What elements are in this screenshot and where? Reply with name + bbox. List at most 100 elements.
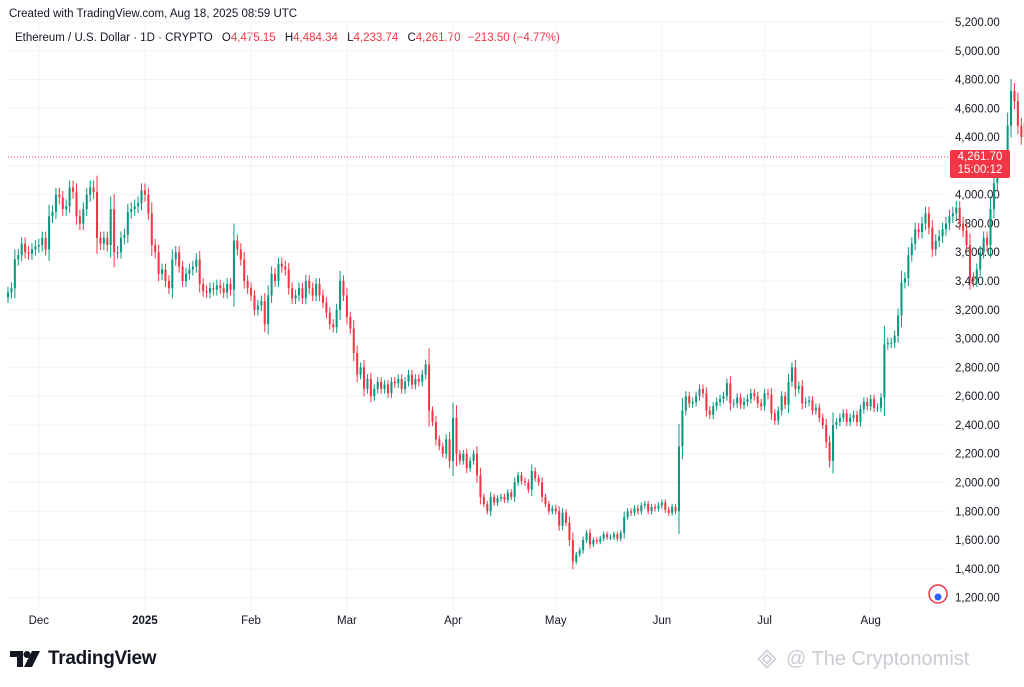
candle-body xyxy=(951,213,954,217)
candle-body xyxy=(722,396,725,400)
candle-body xyxy=(777,410,780,421)
candle-body xyxy=(633,508,636,513)
candle-body xyxy=(161,269,164,274)
candle-body xyxy=(363,367,366,389)
candle-body xyxy=(742,401,746,405)
candle-body xyxy=(979,252,982,270)
candle-body xyxy=(297,288,301,296)
candle-body xyxy=(958,207,961,224)
candle-body xyxy=(657,505,660,509)
candle-body xyxy=(804,401,807,404)
candle-body xyxy=(520,475,523,482)
candle-body xyxy=(842,413,845,418)
candle-body xyxy=(866,401,869,407)
candle-body xyxy=(393,381,396,384)
watermark-text: @ The Cryptonomist xyxy=(786,647,970,670)
candle-body xyxy=(455,417,458,454)
candle-body xyxy=(226,283,229,293)
candle-body xyxy=(465,453,468,469)
candle-body xyxy=(561,512,564,526)
candle-body xyxy=(99,237,102,244)
close-value: 4,261.70 xyxy=(415,32,461,44)
candle-body xyxy=(452,417,455,461)
candle-body xyxy=(523,481,526,483)
candle-body xyxy=(390,381,393,394)
candle-body xyxy=(458,453,461,461)
y-tick-label: 2,400.00 xyxy=(955,420,1000,432)
candle-body xyxy=(315,283,318,296)
candle-body xyxy=(660,502,663,506)
candle-body xyxy=(585,532,588,541)
candle-body xyxy=(941,229,944,237)
candle-body xyxy=(373,388,376,397)
candle-body xyxy=(893,335,896,343)
candle-body xyxy=(345,295,348,317)
candle-body xyxy=(544,496,547,505)
x-tick-label: Mar xyxy=(337,615,357,627)
candle-body xyxy=(273,273,277,282)
tradingview-logo[interactable]: TradingView xyxy=(10,648,157,670)
candle-body xyxy=(106,237,109,246)
candle-body xyxy=(58,194,61,198)
candle-body xyxy=(883,344,886,398)
candle-body xyxy=(369,378,372,397)
candle-body xyxy=(616,534,619,539)
candle-body xyxy=(116,252,119,254)
candle-body xyxy=(606,534,609,538)
candle-body xyxy=(482,496,485,505)
candle-body xyxy=(479,475,482,497)
candle-body xyxy=(198,259,201,284)
candle-body xyxy=(434,422,437,440)
candle-body xyxy=(92,187,95,192)
candle-body xyxy=(75,191,78,217)
candle-body xyxy=(517,475,520,483)
currency-logo-dot xyxy=(934,593,942,601)
candle-body xyxy=(44,237,47,250)
candle-body xyxy=(698,388,701,397)
symbol-label: Ethereum / U.S. Dollar · 1D · CRYPTO xyxy=(15,32,213,44)
candle-body xyxy=(828,442,831,461)
candle-body xyxy=(352,328,355,353)
watermark: @ The Cryptonomist xyxy=(754,646,969,672)
candle-body xyxy=(790,367,793,382)
candle-body xyxy=(695,396,698,402)
candle-body xyxy=(181,266,184,282)
candle-body xyxy=(677,446,681,512)
candle-body xyxy=(397,378,400,384)
candle-body xyxy=(869,399,872,407)
candle-body xyxy=(469,460,472,469)
x-tick-label: Apr xyxy=(444,615,462,627)
candle-body xyxy=(588,532,591,545)
candle-body xyxy=(917,229,920,233)
candle-body xyxy=(725,383,728,397)
candle-body xyxy=(13,259,16,289)
candle-body xyxy=(787,381,790,405)
candle-body xyxy=(766,393,770,395)
chart-svg[interactable]: 1,200.00 1,400.00 1,600.00 1,800.00 2,000.00… xyxy=(0,0,1024,640)
x-tick-label: May xyxy=(545,615,567,627)
candle-body xyxy=(510,492,513,497)
candle-body xyxy=(414,378,417,385)
candle-body xyxy=(260,301,263,306)
ohlc-legend: Ethereum / U.S. Dollar · 1D · CRYPTO O4,… xyxy=(15,32,560,44)
y-tick-label: 2,600.00 xyxy=(955,391,1000,403)
candle-body xyxy=(356,352,359,375)
candle-body xyxy=(496,498,499,503)
candle-body xyxy=(619,532,622,539)
candle-body xyxy=(472,453,475,461)
candle-body xyxy=(119,237,122,253)
candle-body xyxy=(643,504,646,506)
candle-body xyxy=(335,309,338,328)
candle-body xyxy=(304,281,307,299)
change-value: −213.50 (−4.77%) xyxy=(467,32,560,44)
candle-body xyxy=(51,211,54,217)
candle-body xyxy=(222,288,225,293)
candle-body xyxy=(934,240,937,250)
candle-body xyxy=(592,540,595,545)
price-chart[interactable]: 1,200.00 1,400.00 1,600.00 1,800.00 2,000.00… xyxy=(0,0,1024,640)
candle-body xyxy=(719,399,722,402)
y-tick-label: 5,000.00 xyxy=(955,46,1000,58)
candle-body xyxy=(582,540,585,551)
candle-body xyxy=(400,378,403,389)
candle-body xyxy=(17,255,20,260)
